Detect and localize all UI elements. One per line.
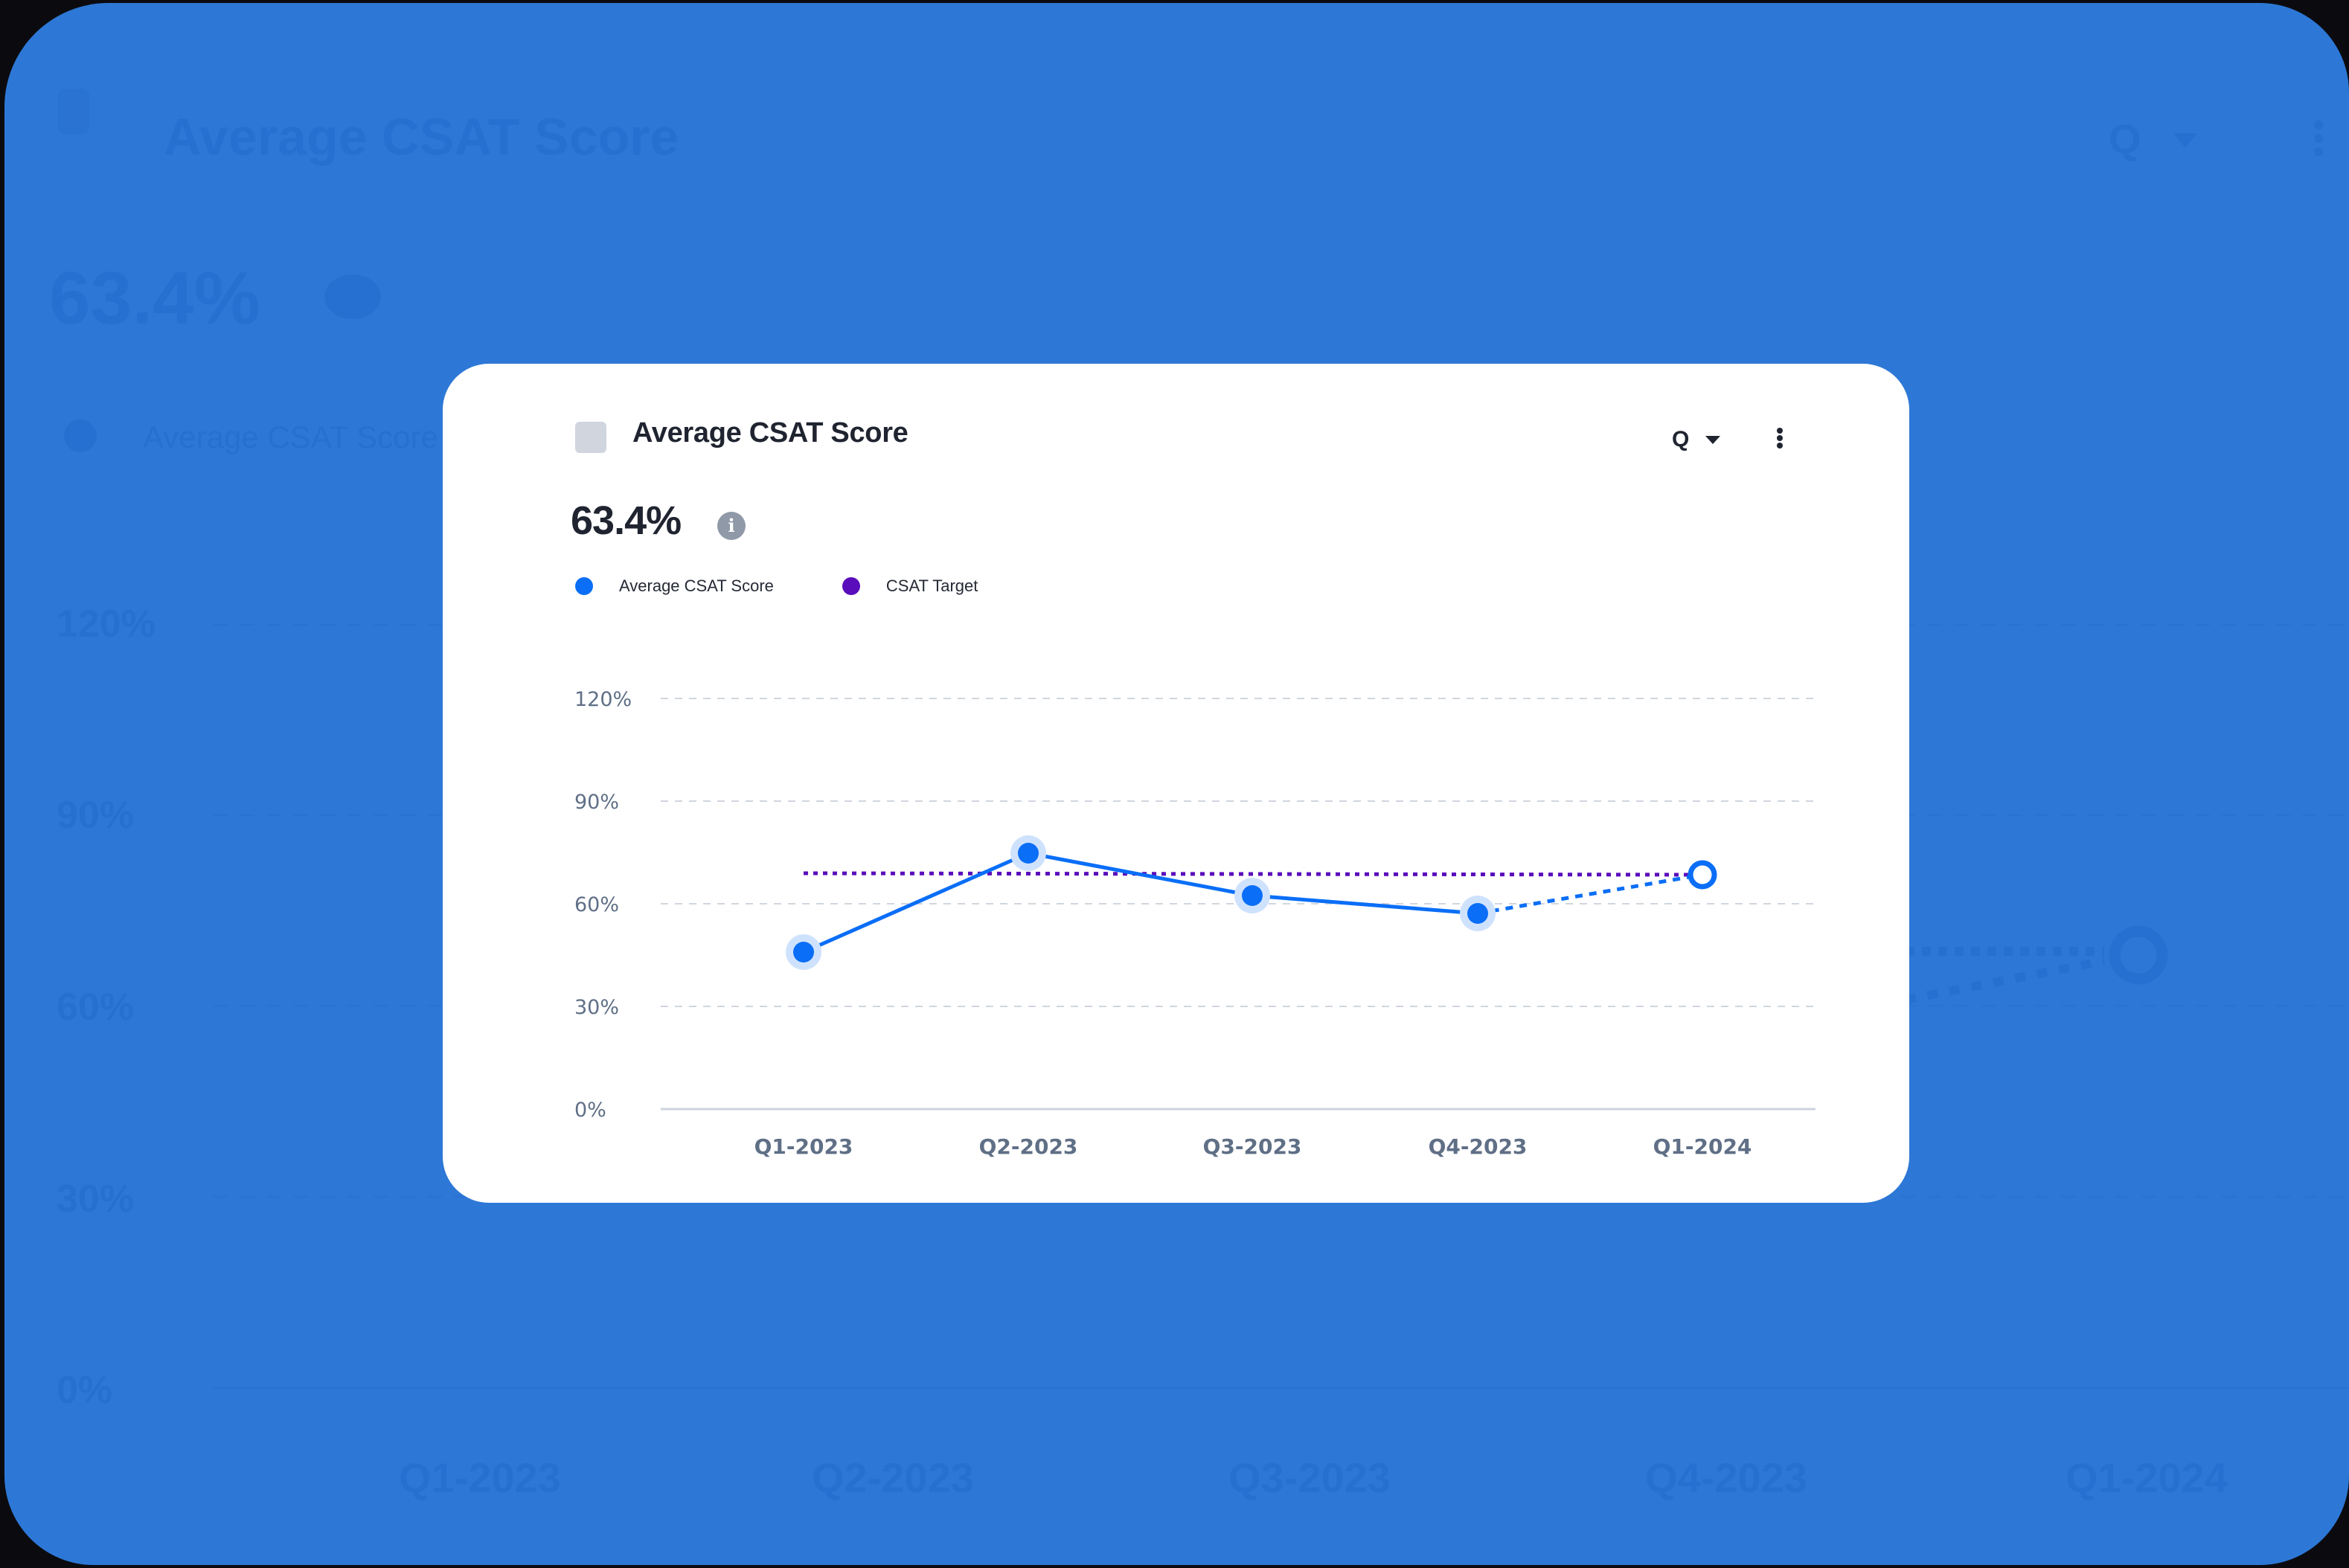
legend-item-csat-target[interactable]: CSAT Target xyxy=(842,576,978,596)
bg-xtick: Q1-2023 xyxy=(399,1454,561,1501)
svg-text:Q1-2024: Q1-2024 xyxy=(1653,1134,1752,1159)
bg-kebab-menu-icon xyxy=(2314,121,2323,161)
bg-legend-dot xyxy=(64,420,97,452)
svg-text:Q4-2023: Q4-2023 xyxy=(1429,1134,1528,1159)
svg-text:Q2-2023: Q2-2023 xyxy=(979,1134,1078,1159)
kebab-menu-icon[interactable] xyxy=(1775,428,1784,450)
bg-swatch xyxy=(58,89,89,135)
caret-down-icon xyxy=(1705,435,1721,444)
bg-ytick: 90% xyxy=(57,794,135,837)
legend-label: CSAT Target xyxy=(885,576,978,595)
info-icon[interactable]: i xyxy=(717,512,746,540)
bg-xtick: Q3-2023 xyxy=(1228,1454,1391,1501)
bg-ytick: 30% xyxy=(57,1177,135,1221)
svg-text:Q1-2023: Q1-2023 xyxy=(754,1134,853,1159)
svg-text:0%: 0% xyxy=(574,1099,606,1122)
svg-text:90%: 90% xyxy=(574,791,619,814)
bg-caret-down-icon xyxy=(2173,133,2197,148)
period-select-dropdown[interactable]: Q xyxy=(1672,425,1721,454)
legend-dot-icon xyxy=(575,577,593,595)
svg-text:Q3-2023: Q3-2023 xyxy=(1203,1134,1302,1159)
svg-text:30%: 30% xyxy=(574,996,619,1019)
series-csat-target xyxy=(803,871,1693,877)
data-points xyxy=(786,835,1717,970)
y-grid xyxy=(661,698,1816,1007)
headline-value: 63.4% xyxy=(571,498,682,543)
widget-color-swatch xyxy=(575,422,606,453)
x-axis-ticks: Q1-2023 Q2-2023 Q3-2023 Q4-2023 Q1-2024 xyxy=(754,1134,1752,1159)
svg-text:60%: 60% xyxy=(574,893,619,916)
legend-dot-icon xyxy=(842,577,860,595)
series-average-csat xyxy=(802,851,1478,954)
svg-text:120%: 120% xyxy=(574,688,632,711)
bg-legend-label: Average CSAT Score xyxy=(143,420,438,454)
bg-xtick: Q4-2023 xyxy=(1645,1454,1807,1501)
period-select-label: Q xyxy=(1672,427,1690,452)
bg-ytick: 120% xyxy=(57,603,156,646)
bg-xtick: Q2-2023 xyxy=(812,1454,974,1501)
legend-label: Average CSAT Score xyxy=(619,576,774,595)
bg-xtick: Q1-2024 xyxy=(2066,1454,2228,1501)
series-average-csat-forecast xyxy=(1477,873,1703,916)
csat-widget-card: Average CSAT Score Q 63.4% i Average CSA… xyxy=(443,364,1909,1203)
bg-ytick: 60% xyxy=(57,986,135,1029)
bg-period-label: Q xyxy=(2109,115,2141,162)
bg-info-icon xyxy=(324,274,381,319)
bg-ytick: 0% xyxy=(57,1369,113,1412)
bg-title: Average CSAT Score xyxy=(164,108,679,166)
legend-item-average-csat[interactable]: Average CSAT Score xyxy=(575,576,774,596)
y-axis-ticks: 120% 90% 60% 30% 0% xyxy=(574,688,632,1122)
widget-title: Average CSAT Score xyxy=(632,417,908,449)
forecast-point xyxy=(1688,860,1717,890)
chart-legend: Average CSAT Score CSAT Target xyxy=(575,576,1046,596)
line-chart: 120% 90% 60% 30% 0% Q1-2023 Q2-2023 Q3-2… xyxy=(574,688,1816,1159)
bg-headline-value: 63.4% xyxy=(49,257,260,340)
